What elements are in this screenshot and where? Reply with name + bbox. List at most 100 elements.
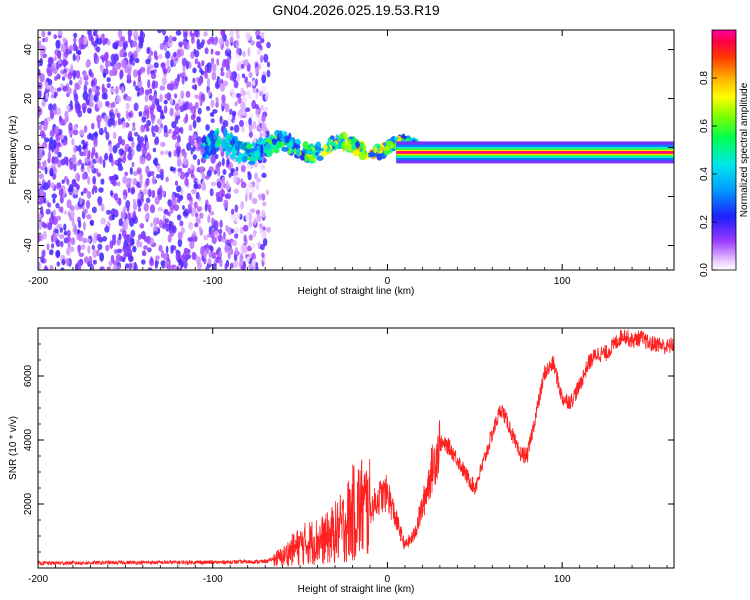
heatmap-cell [190, 114, 196, 121]
heatmap-cell [234, 247, 238, 256]
heatmap-cell [70, 64, 74, 74]
heatmap-cell [184, 172, 189, 178]
heatmap-cell [132, 122, 136, 127]
heatmap-cell [248, 123, 253, 132]
heatmap-cell [99, 156, 103, 165]
heatmap-cell [382, 145, 391, 152]
heatmap-cell [170, 244, 174, 254]
heatmap-cell [133, 102, 139, 112]
heatmap-cell [72, 129, 79, 136]
heatmap-cell [56, 261, 61, 267]
heatmap-cell [171, 134, 178, 140]
heatmap-cell [139, 177, 143, 186]
heatmap-cell [186, 142, 192, 151]
heatmap-cell [38, 233, 41, 243]
heatmap-cell [73, 163, 77, 172]
heatmap-cell [174, 193, 180, 198]
heatmap-cell [62, 37, 67, 44]
heatmap-cell [215, 249, 219, 256]
heatmap-cell [383, 142, 387, 147]
heatmap-cell [264, 92, 269, 101]
heatmap-cell [70, 157, 77, 164]
heatmap-cell [105, 209, 112, 215]
heatmap-cell [132, 40, 138, 48]
heatmap-cell [169, 83, 175, 91]
heatmap-cell [144, 89, 150, 96]
heatmap-cell [112, 234, 117, 240]
heatmap-cell [131, 161, 135, 168]
heatmap-cell [213, 230, 219, 239]
heatmap-cell [68, 184, 74, 193]
heatmap-cell [197, 158, 201, 166]
heatmap-cell [243, 59, 249, 67]
snr-frame [37, 327, 675, 569]
heatmap-cell [127, 252, 132, 261]
heatmap-cell [245, 147, 252, 154]
heatmap-cell [64, 210, 67, 215]
heatmap-cell [351, 144, 357, 151]
heatmap-cell [57, 30, 63, 37]
heatmap-cell [257, 156, 263, 161]
heatmap-cell [190, 212, 195, 217]
heatmap-cell [176, 50, 182, 58]
heatmap-cell [214, 51, 221, 56]
heatmap-cell [166, 264, 172, 270]
heatmap-cell [131, 238, 135, 246]
heatmap-cell [208, 244, 213, 250]
heatmap-cell [102, 72, 107, 78]
heatmap-cell [165, 176, 169, 183]
heatmap-cell [247, 172, 252, 181]
heatmap-cell [201, 180, 205, 189]
heatmap-cell [176, 148, 181, 158]
heatmap-cell [44, 137, 50, 143]
heatmap-cell [48, 216, 55, 225]
heatmap-cell [83, 208, 88, 214]
heatmap-cell [99, 266, 105, 270]
heatmap-cell [144, 94, 149, 103]
heatmap-cell [83, 125, 88, 133]
heatmap-cell [201, 39, 205, 45]
heatmap-cell [179, 220, 184, 227]
heatmap-cell [123, 194, 127, 200]
heatmap-cell [174, 77, 180, 87]
heatmap-cell [242, 245, 248, 254]
heatmap-cell [79, 76, 83, 85]
heatmap-cell [261, 252, 265, 258]
colorbar-gradient [711, 29, 737, 271]
heatmap-cell [54, 56, 57, 61]
heatmap-cell [235, 30, 240, 36]
heatmap-cell [174, 117, 179, 125]
heatmap-cell [248, 117, 252, 126]
heatmap-cell [174, 93, 178, 99]
heatmap-cell [138, 207, 141, 212]
heatmap-cell [304, 153, 309, 163]
heatmap-cell [159, 43, 165, 51]
heatmap-cell [111, 158, 115, 167]
heatmap-cell [173, 266, 177, 270]
heatmap-cell [183, 31, 188, 39]
carrier-band [396, 151, 674, 154]
heatmap-cell [52, 235, 56, 243]
heatmap-cell [47, 56, 54, 66]
heatmap-cell [224, 262, 228, 270]
heatmap-cell [230, 88, 235, 94]
heatmap-cell [122, 229, 127, 238]
colorbar-tick-label: 0.6 [699, 119, 710, 133]
heatmap-cell [210, 48, 214, 55]
heatmap-cell [90, 151, 94, 160]
heatmap-cell [195, 76, 199, 83]
heatmap-cell [191, 188, 197, 195]
heatmap-cell [174, 110, 180, 116]
heatmap-cell [255, 78, 258, 87]
heatmap-cell [154, 196, 160, 205]
heatmap-cell [151, 189, 156, 199]
heatmap-cell [190, 170, 194, 177]
heatmap-cell [251, 142, 256, 147]
heatmap-cell [60, 267, 65, 270]
heatmap-cell [228, 173, 232, 178]
heatmap-cell [41, 99, 46, 107]
heatmap-cell [216, 58, 220, 66]
heatmap-cell [51, 182, 55, 190]
heatmap-cell [229, 132, 233, 141]
